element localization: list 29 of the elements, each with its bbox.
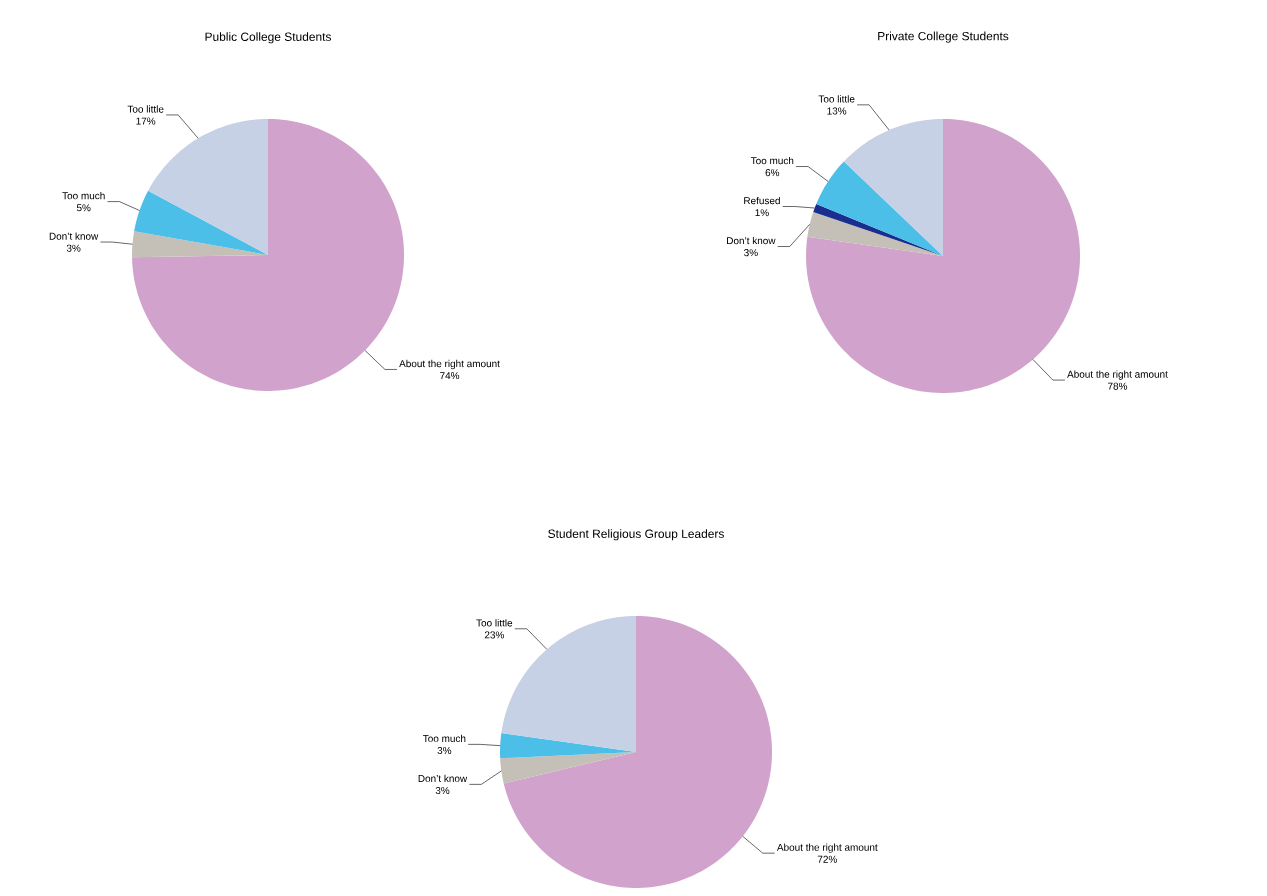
data-label: 72% — [817, 855, 837, 863]
data-label: 23% — [484, 631, 504, 639]
slice-label: Too much — [422, 734, 466, 743]
data-label: 3% — [66, 244, 81, 252]
slice-label: Too much — [750, 156, 794, 165]
data-label: 78% — [1108, 382, 1128, 390]
slice-label: Too much — [62, 191, 105, 200]
data-label: 3% — [744, 249, 758, 257]
data-label: 74% — [440, 372, 460, 380]
data-label: 3% — [435, 786, 450, 794]
slice-label: Don’t know — [418, 774, 468, 783]
slice-label: Don’t know — [49, 232, 99, 240]
slice-label: About the right amount — [776, 843, 878, 853]
slice-label: Refused — [744, 196, 780, 205]
data-label: 3% — [437, 746, 452, 754]
slice-label: Don’t know — [727, 236, 776, 245]
slice-label: Too little — [476, 619, 513, 627]
data-label: 6% — [765, 169, 780, 177]
chart-title: Student Religious Group Leaders — [548, 529, 724, 541]
slice-label: About the right amount — [1067, 370, 1168, 380]
chart-title: Public College Students — [205, 32, 332, 44]
slice-label: Too little — [127, 105, 164, 113]
chart-title: Private College Students — [878, 31, 1009, 43]
data-label: 13% — [827, 107, 847, 115]
data-label: 17% — [136, 117, 156, 125]
slice-label: About the right amount — [399, 359, 500, 370]
data-label: 5% — [76, 204, 91, 212]
data-label: 1% — [755, 209, 769, 217]
slice-label: Too little — [818, 95, 855, 103]
